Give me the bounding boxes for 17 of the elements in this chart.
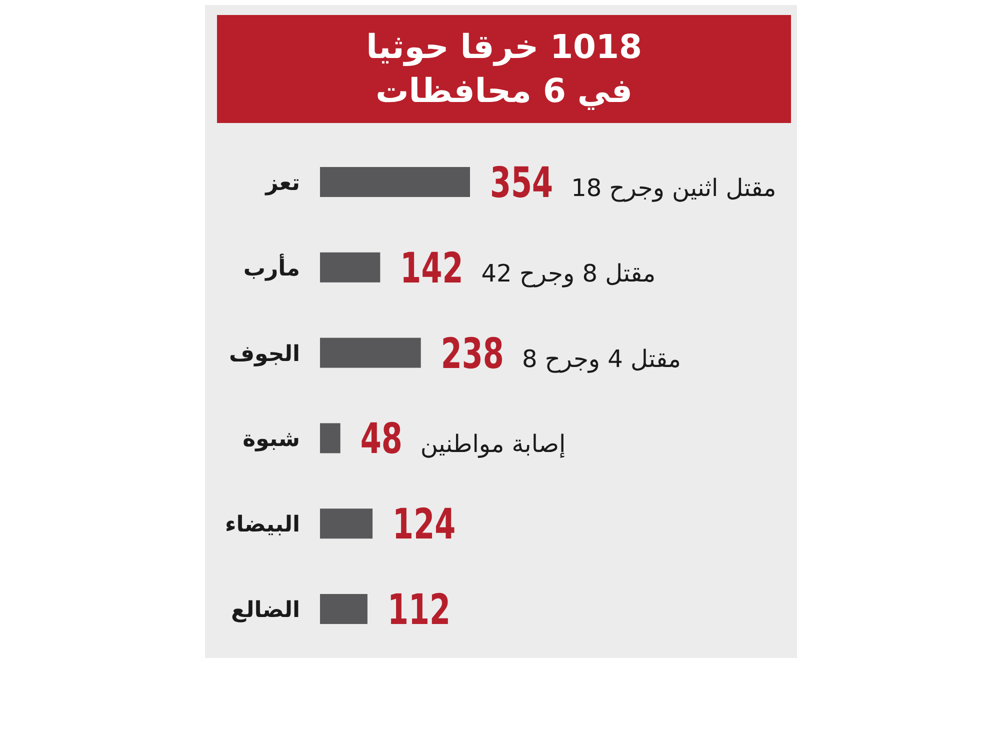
annotation: مقتل اثنين وجرح 18 [571, 174, 776, 202]
title: 1018 خرقا حوثيا في 6 محافظات [366, 27, 642, 110]
category-label: شبوة [242, 427, 300, 452]
value-label: 238 [440, 328, 504, 378]
annotation: إصابة مواطنين [420, 430, 566, 458]
value-label: 124 [392, 500, 456, 549]
category-label: الضالع [230, 598, 300, 623]
annotation: مقتل 8 وجرح 42 [481, 259, 656, 288]
value-label: 354 [490, 158, 554, 208]
category-label: مأرب [243, 256, 300, 282]
category-label: البيضاء [225, 512, 300, 538]
category-label: الجوف [228, 342, 300, 367]
value-label: 112 [387, 584, 451, 634]
category-label: تعز [266, 171, 300, 196]
value-label: 48 [360, 414, 402, 464]
annotation: مقتل 4 وجرح 8 [522, 344, 681, 373]
value-label: 142 [400, 243, 464, 293]
